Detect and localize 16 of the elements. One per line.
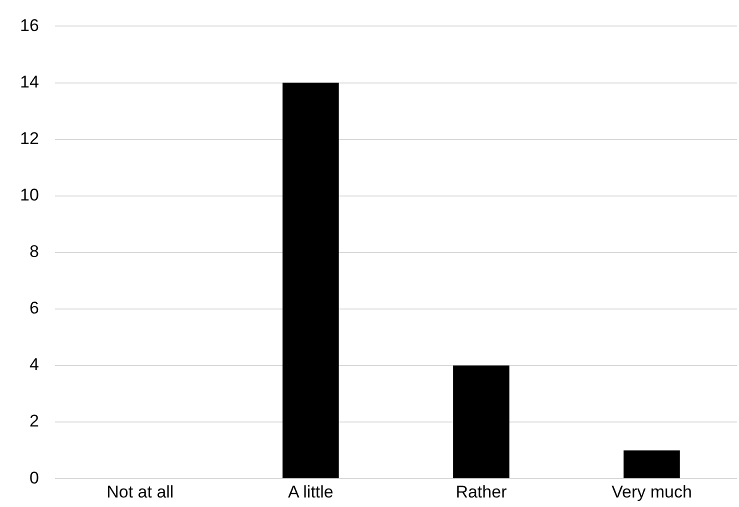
- y-tick-label: 6: [29, 298, 39, 318]
- y-tick-label: 14: [20, 72, 39, 92]
- x-tick-label: A little: [288, 482, 334, 502]
- bar: [624, 450, 680, 478]
- y-tick-label: 10: [20, 186, 39, 205]
- y-tick-label: 2: [29, 412, 39, 431]
- x-tick-label: Rather: [456, 482, 508, 502]
- y-tick-label: 0: [29, 468, 39, 488]
- x-tick-label: Not at all: [106, 482, 174, 502]
- y-tick-label: 4: [29, 355, 39, 374]
- y-tick-label: 16: [20, 16, 39, 35]
- bar: [282, 82, 339, 478]
- y-tick-label: 12: [20, 128, 39, 148]
- x-tick-label: Very much: [612, 482, 692, 502]
- bar: [453, 366, 510, 478]
- y-tick-label: 8: [29, 242, 39, 262]
